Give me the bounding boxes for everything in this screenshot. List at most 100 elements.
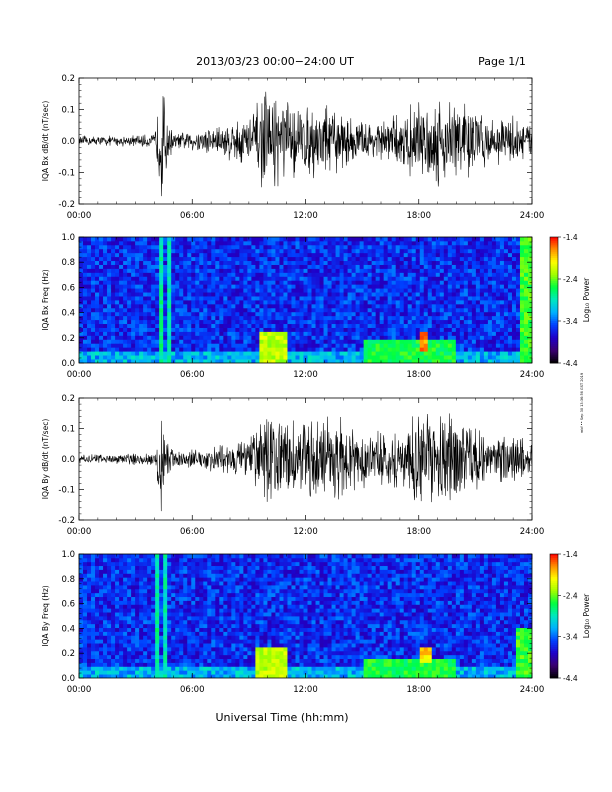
spectrogram-cell (307, 268, 312, 273)
spectrogram-cell (447, 248, 453, 254)
spectrogram-cell (447, 240, 453, 246)
spectrogram-cell (431, 331, 437, 336)
spectrogram-cell (347, 252, 352, 258)
spectrogram-cell (167, 244, 172, 250)
spectrogram-cell (279, 292, 284, 297)
colorbar-segment (550, 272, 558, 276)
spectrogram-cell (467, 327, 473, 332)
spectrogram-cell (323, 252, 328, 258)
spectrogram-cell (527, 307, 532, 313)
spectrogram-cell (475, 248, 481, 254)
spectrogram-cell (379, 323, 385, 328)
spectrogram-cell (95, 252, 100, 258)
spectrogram-cell (515, 307, 521, 313)
spectrogram-cell (143, 674, 148, 678)
spectrogram-cell (159, 577, 164, 582)
spectrogram-cell (139, 627, 144, 632)
spectrogram-cell (315, 284, 320, 289)
colorbar-segment (550, 346, 558, 349)
spectrogram-cell (183, 323, 188, 328)
spectrogram-cell (83, 300, 88, 305)
spectrogram-cell (131, 557, 136, 563)
spectrogram-cell (515, 347, 521, 352)
spectrogram-cell (371, 327, 377, 332)
spectrogram-cell (379, 237, 385, 242)
spectrogram-cell (115, 268, 120, 273)
spectrogram-cell (311, 276, 316, 281)
spectrogram-cell (503, 315, 509, 321)
spectrogram-cell (171, 284, 176, 289)
spectrogram-cell (171, 315, 176, 321)
spectrogram-cell (371, 264, 377, 269)
spectrogram-cell (411, 303, 417, 309)
spectrogram-cell (279, 268, 284, 273)
spectrogram-cell (359, 276, 365, 281)
spectrogram-cell (391, 276, 397, 281)
spectrogram-cell (287, 331, 292, 336)
spectrogram-cell (223, 288, 228, 293)
spectrogram-cell (107, 347, 112, 352)
spectrogram-cell (175, 248, 180, 254)
spectrogram-cell (163, 327, 168, 332)
spectrogram-cell (475, 252, 481, 258)
spectrogram-cell (127, 355, 132, 360)
spectrogram-cell (231, 252, 236, 258)
spectrogram-cell (235, 260, 240, 265)
spectrogram-cell (183, 240, 188, 246)
spectrogram-cell (403, 351, 409, 356)
spectrogram-cell (283, 323, 288, 328)
spectrogram-cell (195, 327, 200, 332)
spectrogram-cell (275, 323, 280, 328)
spectrogram-cell (463, 268, 469, 273)
spectrogram-cell (99, 327, 104, 332)
spectrogram-cell (239, 237, 244, 242)
spectrogram-cell (339, 244, 344, 250)
spectrogram-cell (503, 272, 509, 277)
spectrogram-cell (483, 327, 489, 332)
spectrogram-cell (139, 643, 144, 648)
spectrogram-cell (139, 674, 144, 678)
colorbar-tick-label: -1.4 (563, 233, 578, 242)
spectrogram-cell (419, 300, 425, 305)
colorbar-segment (550, 247, 558, 250)
spectrogram-cell (439, 315, 445, 321)
spectrogram-cell (423, 288, 429, 293)
spectrogram-cell (79, 303, 84, 309)
spectrogram-cell (79, 565, 84, 570)
spectrogram-cell (307, 343, 312, 348)
spectrogram-cell (319, 237, 324, 242)
spectrogram-cell (411, 237, 417, 242)
spectrogram-cell (223, 284, 228, 289)
spectrogram-cell (143, 639, 148, 644)
spectrogram-cell (423, 319, 429, 325)
spectrogram-cell (491, 303, 497, 309)
spectrogram-cell (219, 331, 224, 336)
spectrogram-cell (391, 268, 397, 273)
spectrogram-cell (79, 327, 84, 332)
spectrogram-cell (191, 577, 196, 582)
spectrogram-cell (463, 347, 469, 352)
spectrogram-cell (147, 557, 152, 563)
spectrogram-cell (383, 296, 389, 301)
spectrogram-cell (119, 619, 124, 625)
spectrogram-cell (263, 244, 268, 250)
spectrogram-cell (383, 355, 389, 360)
spectrogram-cell (163, 323, 168, 328)
spectrogram-cell (171, 276, 176, 281)
spectrogram-cell (451, 315, 457, 321)
spectrogram-cell (431, 264, 437, 269)
spectrogram-cell (143, 654, 148, 660)
spectrogram-cell (147, 272, 152, 277)
spectrogram-cell (515, 343, 521, 348)
spectrogram-cell (115, 627, 120, 632)
spectrogram-cell (119, 307, 124, 313)
spectrogram-cell (179, 256, 184, 262)
spectrogram-cell (527, 237, 532, 242)
spectrogram-cell (179, 554, 184, 559)
spectrogram-cell (263, 339, 268, 344)
spectrogram-cell (79, 284, 84, 289)
spectrogram-cell (143, 323, 148, 328)
spectrogram-cell (123, 315, 128, 321)
spectrogram-cell (323, 323, 328, 328)
spectrogram-cell (371, 276, 377, 281)
